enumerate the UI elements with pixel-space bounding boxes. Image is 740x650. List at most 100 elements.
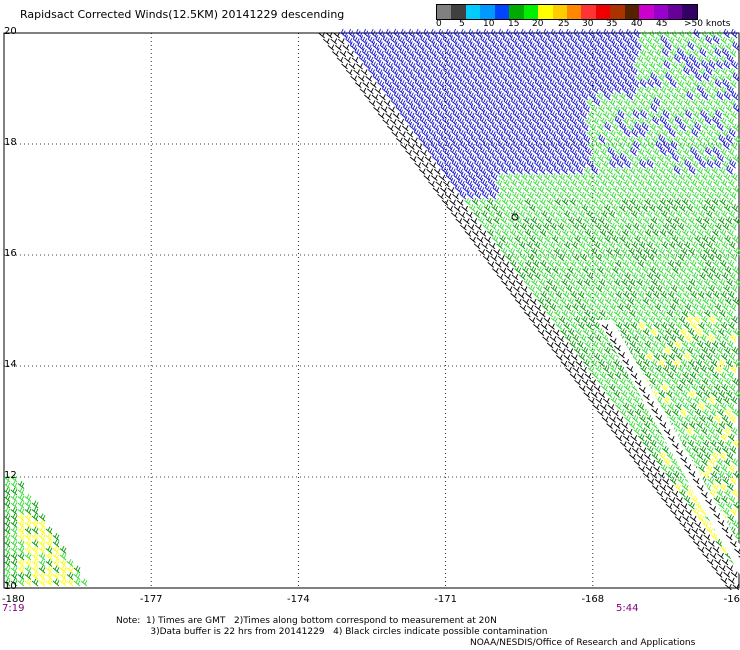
wind-barb [569,259,577,268]
wind-barb [710,390,718,398]
wind-barb [502,115,510,126]
wind-barb [723,427,731,436]
wind-barb [730,28,738,39]
wind-barb [702,470,710,479]
wind-barb [595,284,603,293]
wind-barb [707,365,715,374]
wind-barb [693,346,701,355]
wind-barb [574,379,581,386]
wind-barb [594,47,602,57]
colorbar-label: 10 [483,19,495,29]
wind-barb [52,571,60,580]
wind-barb [725,470,732,479]
wind-barb [583,278,591,287]
wind-barb [80,578,88,587]
wind-barb [687,154,694,163]
wind-barb [502,146,510,157]
wind-barb [603,90,611,101]
wind-barb [408,90,416,101]
wind-barb [586,303,594,312]
wind-barb [626,366,634,373]
wind-barb [575,247,583,256]
wind-barb [537,72,545,82]
wind-barb [438,140,445,150]
wind-barb [569,197,576,206]
wind-barb [633,61,641,70]
wind-barb [725,390,733,398]
wind-barb [710,470,717,479]
wind-barb [586,47,594,57]
wind-barb [682,148,690,157]
wind-barb [727,371,734,380]
wind-barb [617,191,624,200]
wind-barb [665,503,673,510]
wind-barb [708,284,715,293]
wind-barb [573,204,581,212]
wind-barb [588,315,596,324]
wind-barb [679,297,687,305]
wind-barb [543,140,550,150]
wind-barb [709,297,717,305]
wind-barb [635,216,643,225]
wind-barb [548,323,555,330]
wind-barb [680,247,688,256]
wind-barb [673,503,680,510]
wind-barb [447,152,454,163]
wind-barb [642,297,650,305]
wind-barb [549,191,557,200]
wind-barb [479,230,487,237]
wind-barb [670,173,678,181]
wind-barb [363,28,371,39]
wind-barb [699,129,706,138]
wind-barb [727,228,734,237]
wind-barb [642,185,650,194]
wind-barb [671,123,679,132]
wind-barb [490,171,498,181]
wind-barb [589,123,597,132]
wind-barb [528,140,535,150]
wind-barb [536,204,544,212]
wind-barb [678,315,686,324]
wind-barb [582,41,590,51]
wind-barb [700,284,708,293]
wind-barb [638,321,645,330]
wind-barb [666,135,673,144]
wind-barb [711,135,718,144]
wind-barb [663,346,671,355]
wind-barb [656,92,664,101]
wind-barb [697,371,704,380]
wind-barb [547,228,554,237]
wind-barb [705,210,713,219]
wind-barb [634,266,642,274]
wind-barb [450,211,458,219]
wind-barb [498,140,505,150]
wind-barb [692,49,699,57]
wind-barb [597,41,605,51]
wind-barb [407,78,415,88]
wind-barb [531,84,539,95]
wind-barb [17,578,25,587]
wind-barb [495,66,503,76]
wind-barb [634,235,641,243]
wind-barb [516,53,524,64]
wind-barb [715,365,722,374]
wind-barb [714,559,721,566]
wind-barb [502,228,509,237]
wind-barb [533,241,541,250]
wind-barb [548,241,556,250]
lon-tick-label: -168 [581,594,604,605]
wind-barb [613,166,621,175]
wind-barb [629,259,637,268]
wind-barb [730,111,737,119]
wind-barb [59,571,67,580]
wind-barb [552,266,559,274]
wind-barb [688,135,696,144]
wind-barb [532,290,540,299]
wind-barb [649,123,657,132]
wind-barb [568,278,576,287]
wind-barb [416,121,424,132]
wind-barb [507,41,515,51]
wind-barb [692,365,700,374]
wind-barb [562,146,570,157]
wind-barb [722,222,730,231]
